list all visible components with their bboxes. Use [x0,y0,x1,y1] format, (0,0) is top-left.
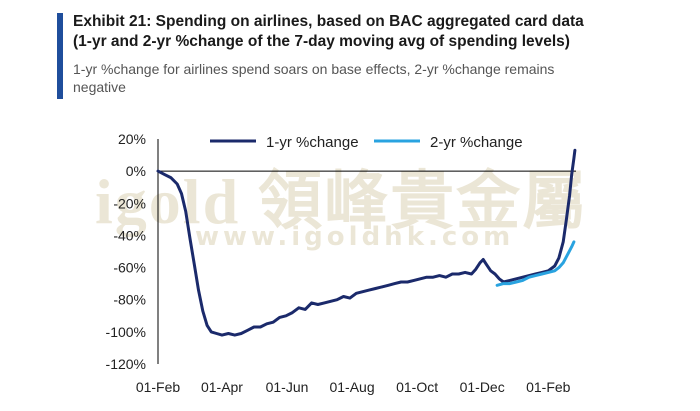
chart-subtitle: 1-yr %change for airlines spend soars on… [73,60,633,96]
subtitle-line-2: negative [73,79,126,95]
accent-bar [57,13,63,99]
y-tick-label: -100% [106,324,146,340]
y-tick-label: -80% [113,292,146,308]
legend-label: 2-yr %change [430,134,523,151]
x-tick-label: 01-Jun [266,379,309,395]
y-tick-label: -40% [113,227,146,243]
title-line-2: (1-yr and 2-yr %change of the 7-day movi… [73,33,570,50]
x-tick-label: 01-Apr [201,379,243,395]
y-tick-label: 0% [126,163,146,179]
chart-title: Exhibit 21: Spending on airlines, based … [73,12,673,52]
y-tick-label: 20% [118,131,146,147]
x-tick-label: 01-Feb [136,379,181,395]
legend-label: 1-yr %change [266,134,359,151]
x-tick-label: 01-Feb [526,379,571,395]
subtitle-line-1: 1-yr %change for airlines spend soars on… [73,61,555,77]
series-line-2yr [495,240,576,287]
y-tick-label: -60% [113,260,146,276]
series-line-1yr [156,148,577,337]
y-tick-label: -20% [113,195,146,211]
title-line-1: Exhibit 21: Spending on airlines, based … [73,13,584,30]
y-tick-label: -120% [106,356,146,372]
x-tick-label: 01-Oct [396,379,438,395]
x-tick-label: 01-Aug [329,379,374,395]
x-tick-label: 01-Dec [460,379,505,395]
